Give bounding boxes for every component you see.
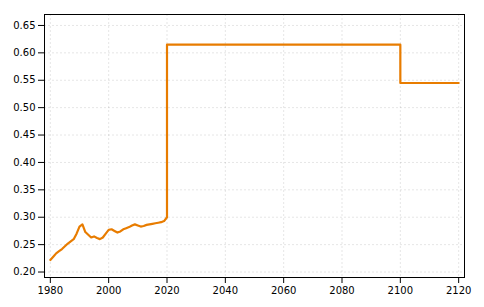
svg-text:0.45: 0.45 — [13, 129, 35, 140]
svg-text:0.20: 0.20 — [13, 266, 35, 277]
svg-text:2080: 2080 — [329, 285, 354, 296]
svg-text:2060: 2060 — [271, 285, 296, 296]
svg-text:2000: 2000 — [96, 285, 121, 296]
svg-text:2040: 2040 — [213, 285, 238, 296]
svg-text:1980: 1980 — [38, 285, 63, 296]
svg-text:2100: 2100 — [388, 285, 413, 296]
svg-text:0.35: 0.35 — [13, 184, 35, 195]
svg-text:0.60: 0.60 — [13, 47, 35, 58]
svg-text:0.55: 0.55 — [13, 74, 35, 85]
svg-text:0.65: 0.65 — [13, 20, 35, 31]
svg-text:0.25: 0.25 — [13, 239, 35, 250]
svg-text:2020: 2020 — [154, 285, 179, 296]
svg-text:0.50: 0.50 — [13, 102, 35, 113]
svg-text:2120: 2120 — [446, 285, 471, 296]
svg-text:0.30: 0.30 — [13, 211, 35, 222]
svg-text:0.40: 0.40 — [13, 157, 35, 168]
